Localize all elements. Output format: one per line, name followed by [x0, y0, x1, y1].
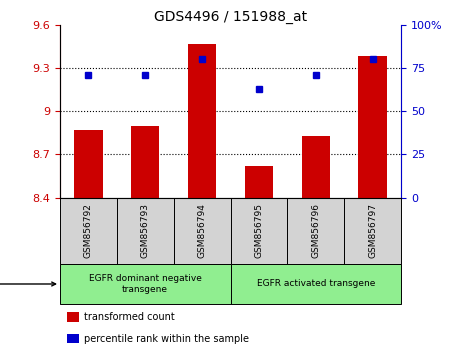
- Text: percentile rank within the sample: percentile rank within the sample: [84, 334, 249, 344]
- Text: GSM856792: GSM856792: [84, 204, 93, 258]
- Bar: [344, 198, 401, 264]
- Bar: [131, 126, 160, 198]
- Title: GDS4496 / 151988_at: GDS4496 / 151988_at: [154, 10, 307, 24]
- Bar: [188, 44, 216, 198]
- Bar: [245, 166, 273, 198]
- Bar: [301, 136, 330, 198]
- Text: GSM856794: GSM856794: [198, 204, 207, 258]
- Bar: [74, 130, 102, 198]
- Bar: [67, 334, 79, 343]
- Bar: [358, 56, 387, 198]
- Bar: [230, 198, 287, 264]
- Text: EGFR dominant negative
transgene: EGFR dominant negative transgene: [89, 274, 201, 294]
- Text: EGFR activated transgene: EGFR activated transgene: [257, 280, 375, 289]
- Bar: [174, 198, 230, 264]
- Text: GSM856793: GSM856793: [141, 203, 150, 258]
- Bar: [60, 264, 230, 304]
- Bar: [117, 198, 174, 264]
- Bar: [60, 198, 117, 264]
- Bar: [67, 312, 79, 322]
- Text: genotype/variation: genotype/variation: [0, 279, 56, 289]
- Text: GSM856795: GSM856795: [254, 203, 263, 258]
- Text: GSM856796: GSM856796: [311, 203, 320, 258]
- Bar: [230, 264, 401, 304]
- Bar: [287, 198, 344, 264]
- Text: GSM856797: GSM856797: [368, 203, 377, 258]
- Text: transformed count: transformed count: [84, 312, 175, 322]
